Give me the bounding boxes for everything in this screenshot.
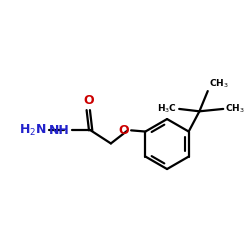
Text: O: O	[118, 124, 129, 137]
Text: H$_2$N: H$_2$N	[19, 123, 46, 138]
Text: CH$_3$: CH$_3$	[209, 78, 229, 90]
Text: NH: NH	[49, 124, 70, 137]
Text: CH$_3$: CH$_3$	[225, 103, 245, 115]
Text: O: O	[83, 94, 94, 107]
Text: H$_3$C: H$_3$C	[157, 103, 177, 115]
